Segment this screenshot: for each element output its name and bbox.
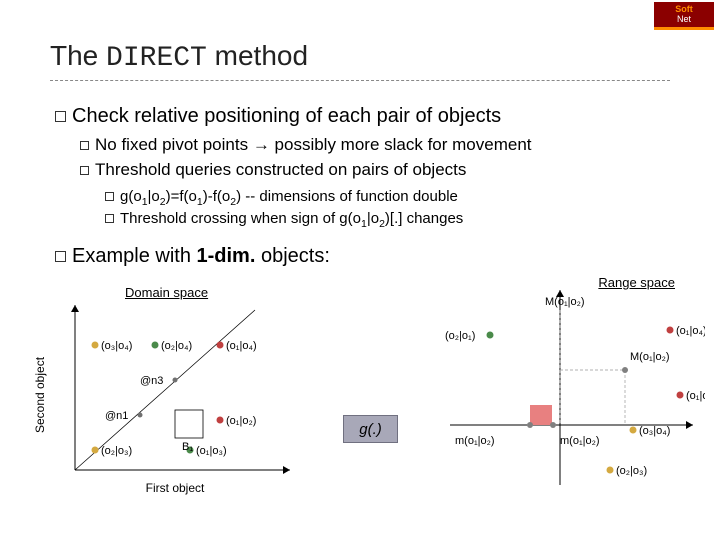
bullet-box-icon [105,214,114,223]
svg-text:(o₃|o₄): (o₃|o₄) [101,340,132,352]
slide-title-area: The DIRECT method [50,40,670,81]
domain-space-plot: Domain space First object Second object … [45,280,305,495]
bullet-1: Check relative positioning of each pair … [55,105,501,128]
logo-text-1: Soft [675,4,693,14]
bullet-3: Threshold queries constructed on pairs o… [80,160,466,180]
range-space-plot: Range space M(o₁|o₂)M(o₁|o₂)m(o₁|o₂)m(o₁… [435,275,705,495]
softnet-logo: Soft Net [654,2,714,30]
svg-text:B₁: B₁ [182,441,193,453]
slide-title: The DIRECT method [50,40,670,74]
bullet-box-icon [55,251,66,262]
svg-text:M(o₁|o₂): M(o₁|o₂) [545,296,585,308]
bullet-1-text: Check relative positioning of each pair … [72,105,501,127]
svg-text:(o₁|o₄): (o₁|o₄) [226,340,257,352]
logo-text-2: Net [677,14,691,24]
bullet-6: Example with 1-dim. objects: [55,245,330,268]
b2a: No fixed pivot points [95,135,253,154]
svg-text:(o₂|o₃): (o₂|o₃) [616,465,647,477]
g-label: g(.) [359,421,382,438]
svg-text:(o₂|o₁): (o₂|o₁) [445,330,475,342]
svg-text:m(o₁|o₂): m(o₁|o₂) [455,435,495,447]
b3-text: Threshold queries constructed on pairs o… [95,160,466,179]
svg-text:(o₁|o₂): (o₁|o₂) [226,415,256,427]
arrow-icon: → [253,135,270,154]
g-function-box: g(.) [343,415,398,443]
bullet-box-icon [105,192,114,201]
title-pre: The [50,40,106,71]
bullet-5: Threshold crossing when sign of g(o1|o2)… [105,210,463,230]
left-plot-svg: (o₃|o₄) (o₂|o₄) (o₁|o₄) (o₁|o₂) (o₂|o₃) (o₁|o… [45,280,305,495]
svg-text:(o₂|o₄): (o₂|o₄) [161,340,192,352]
title-mono: DIRECT [106,43,207,74]
svg-text:(o₂|o₃): (o₂|o₃) [101,445,132,457]
bullet-2: No fixed pivot points → possibly more sl… [80,135,532,155]
title-post: method [207,40,308,71]
svg-text:(o₃|o₄): (o₃|o₄) [639,425,670,437]
svg-text:@n3: @n3 [140,375,163,387]
svg-text:(o₁|o₄): (o₁|o₄) [676,325,705,337]
b2b: possibly more slack for movement [270,135,532,154]
bullet-box-icon [80,166,89,175]
bullet-4: g(o1|o2)=f(o1)-f(o2) -- dimensions of fu… [105,188,458,208]
right-plot-svg: M(o₁|o₂) M(o₁|o₂) m(o₁|o₂) m(o₁|o₂) (o₂|o₁) (… [435,275,705,495]
svg-text:m(o₁|o₂): m(o₁|o₂) [560,435,600,447]
bullet-box-icon [80,141,89,150]
bullet-box-icon [55,111,66,122]
svg-text:(o₁|o₃): (o₁|o₃) [686,390,705,402]
svg-text:@n1: @n1 [105,410,128,422]
svg-text:M(o₁|o₂): M(o₁|o₂) [630,351,670,363]
svg-text:(o₁|o₃): (o₁|o₃) [196,445,227,457]
